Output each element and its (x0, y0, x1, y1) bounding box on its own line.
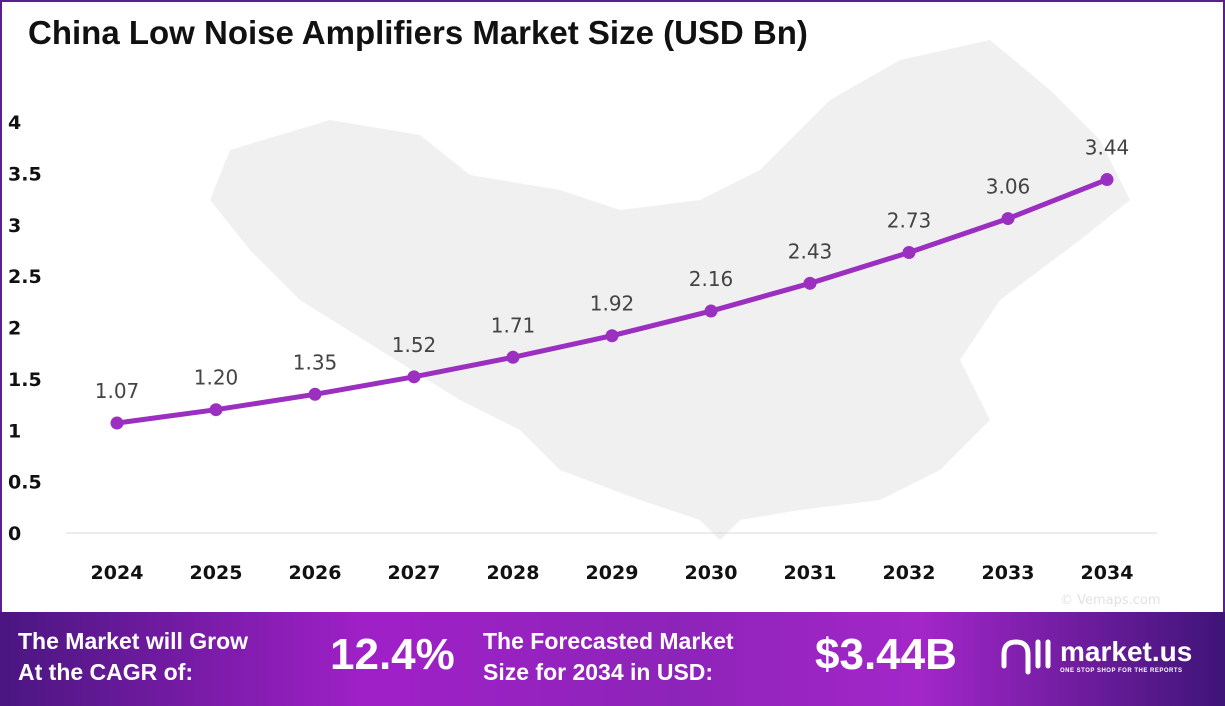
cagr-label-line1: The Market will Grow (18, 628, 249, 654)
data-point (308, 387, 322, 401)
cagr-value: 12.4% (330, 630, 455, 679)
x-tick-label: 2025 (190, 562, 243, 584)
x-tick-label: 2032 (883, 562, 936, 584)
x-tick-label: 2026 (289, 562, 342, 584)
y-tick-label: 1.5 (8, 369, 42, 391)
summary-banner: The Market will Grow At the CAGR of: 12.4… (0, 612, 1225, 706)
data-point (1001, 212, 1015, 226)
x-tick-label: 2028 (487, 562, 540, 584)
x-tick-label: 2029 (586, 562, 639, 584)
forecast-label-line2: Size for 2034 in USD: (483, 659, 714, 685)
data-point (803, 276, 817, 290)
forecast-label-line1: The Forecasted Market (483, 628, 734, 654)
watermark: © Vemaps.com (1060, 593, 1161, 608)
x-tick-label: 2034 (1081, 562, 1134, 584)
y-tick-label: 4 (8, 112, 21, 134)
data-point (506, 350, 520, 364)
data-point (407, 370, 421, 384)
chart-frame (0, 0, 1225, 614)
logo-icon (1001, 639, 1051, 675)
data-label: 2.43 (788, 239, 833, 263)
y-tick-label: 3.5 (8, 163, 42, 185)
data-label: 1.92 (590, 292, 635, 316)
data-label: 1.35 (293, 350, 338, 374)
cagr-label-line2: At the CAGR of: (18, 659, 194, 685)
market-us-logo: market.us ONE STOP SHOP FOR THE REPORTS (1000, 636, 1192, 676)
data-point (209, 403, 223, 417)
data-label: 1.07 (95, 379, 140, 403)
y-tick-label: 0.5 (8, 472, 42, 494)
y-tick-label: 0 (8, 523, 21, 545)
data-label: 2.16 (689, 267, 734, 291)
cagr-label: The Market will Grow At the CAGR of: (18, 626, 248, 688)
x-tick-label: 2031 (784, 562, 837, 584)
data-label: 1.52 (392, 333, 437, 357)
data-point (902, 245, 916, 259)
data-point (704, 304, 718, 318)
forecast-label: The Forecasted Market Size for 2034 in US… (483, 626, 734, 688)
data-label: 1.71 (491, 313, 536, 337)
data-point (605, 329, 619, 343)
data-point (1100, 173, 1114, 187)
china-map-background: © Vemaps.com (210, 40, 1161, 608)
forecast-value: $3.44B (815, 630, 957, 679)
x-tick-label: 2033 (982, 562, 1035, 584)
chart-title: China Low Noise Amplifiers Market Size (… (28, 14, 808, 51)
data-label: 1.20 (194, 366, 239, 390)
y-tick-label: 1 (8, 420, 21, 442)
x-tick-label: 2024 (91, 562, 144, 584)
x-tick-label: 2027 (388, 562, 441, 584)
logo-name: market.us (1060, 636, 1193, 667)
x-tick-label: 2030 (685, 562, 738, 584)
data-point (110, 416, 124, 430)
data-label: 3.44 (1085, 136, 1130, 160)
data-label: 3.06 (986, 175, 1031, 199)
y-tick-label: 2.5 (8, 266, 42, 288)
logo-tagline: ONE STOP SHOP FOR THE REPORTS (1060, 668, 1183, 674)
y-tick-label: 2 (8, 318, 21, 340)
y-tick-label: 3 (8, 215, 21, 237)
data-label: 2.73 (887, 208, 932, 232)
